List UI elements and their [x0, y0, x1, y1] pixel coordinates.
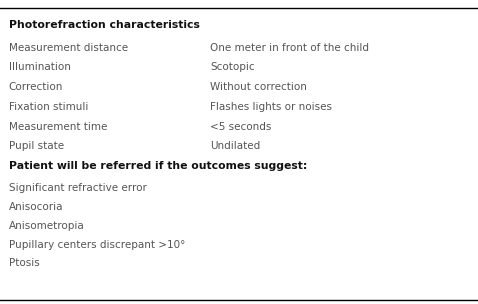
Text: <5 seconds: <5 seconds [210, 122, 272, 132]
Text: Scotopic: Scotopic [210, 62, 255, 72]
Text: Undilated: Undilated [210, 141, 261, 151]
Text: Patient will be referred if the outcomes suggest:: Patient will be referred if the outcomes… [9, 161, 307, 171]
Text: Measurement distance: Measurement distance [9, 43, 128, 53]
Text: Photorefraction characteristics: Photorefraction characteristics [9, 20, 199, 30]
Text: Fixation stimuli: Fixation stimuli [9, 102, 88, 112]
Text: Pupillary centers discrepant >10°: Pupillary centers discrepant >10° [9, 240, 185, 250]
Text: Illumination: Illumination [9, 62, 70, 72]
Text: Correction: Correction [9, 82, 63, 92]
Text: Without correction: Without correction [210, 82, 307, 92]
Text: Pupil state: Pupil state [9, 141, 64, 151]
Text: Flashes lights or noises: Flashes lights or noises [210, 102, 332, 112]
Text: Anisocoria: Anisocoria [9, 202, 63, 212]
Text: One meter in front of the child: One meter in front of the child [210, 43, 369, 53]
Text: Measurement time: Measurement time [9, 122, 107, 132]
Text: Ptosis: Ptosis [9, 258, 39, 268]
Text: Significant refractive error: Significant refractive error [9, 183, 146, 193]
Text: Anisometropia: Anisometropia [9, 221, 84, 231]
